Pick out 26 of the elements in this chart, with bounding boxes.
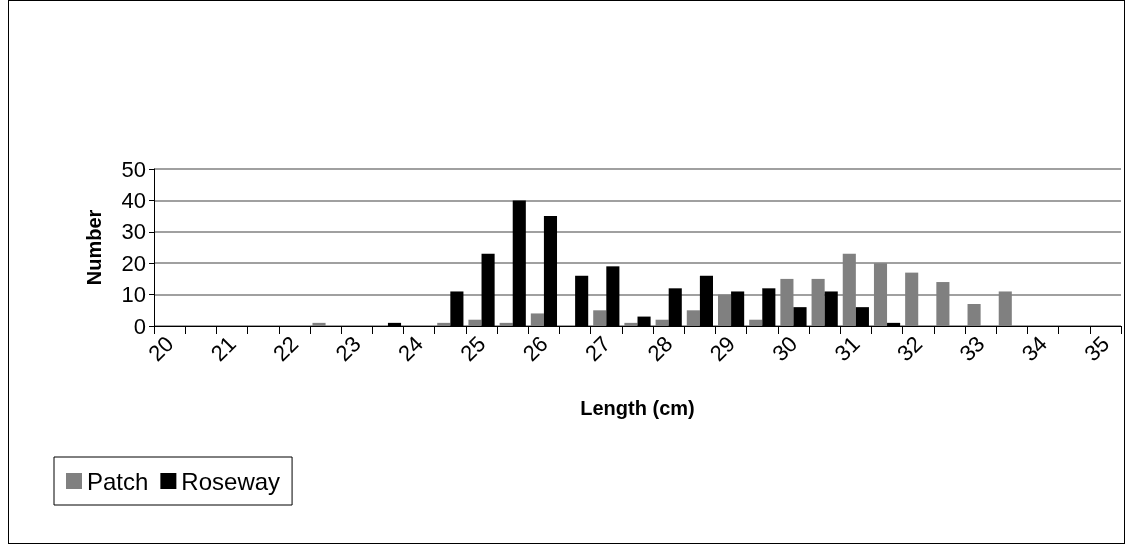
x-tick-label: 25 bbox=[455, 331, 491, 367]
x-tick-label: 34 bbox=[1016, 331, 1052, 367]
x-tick-label: 31 bbox=[829, 331, 865, 367]
x-tick-label: 28 bbox=[642, 331, 678, 367]
x-tick-label: 22 bbox=[268, 331, 304, 367]
x-tick-label: 33 bbox=[954, 331, 990, 367]
x-axis-title: Length (cm) bbox=[580, 397, 695, 419]
x-tick-label: 27 bbox=[580, 331, 616, 367]
x-tick-label: 26 bbox=[517, 331, 553, 367]
legend-label: Patch bbox=[87, 467, 149, 495]
x-tick-label: 24 bbox=[393, 331, 428, 367]
x-tick-label: 29 bbox=[704, 331, 740, 367]
x-tick-label: 23 bbox=[330, 331, 366, 367]
y-axis-title: Number bbox=[83, 209, 105, 286]
legend-label: Roseway bbox=[181, 467, 281, 495]
x-tick-label: 30 bbox=[767, 331, 803, 367]
y-tick-label: 20 bbox=[121, 250, 146, 276]
x-tick-label: 32 bbox=[892, 331, 928, 367]
y-tick-label: 50 bbox=[121, 156, 146, 182]
x-tick-label: 35 bbox=[1079, 331, 1115, 367]
y-tick-label: 30 bbox=[121, 219, 146, 245]
y-tick-label: 40 bbox=[121, 187, 146, 213]
y-tick-label: 10 bbox=[121, 282, 146, 308]
x-tick-label: 21 bbox=[205, 331, 241, 367]
x-tick-label: 20 bbox=[143, 331, 179, 367]
y-tick-label: 0 bbox=[133, 313, 146, 339]
